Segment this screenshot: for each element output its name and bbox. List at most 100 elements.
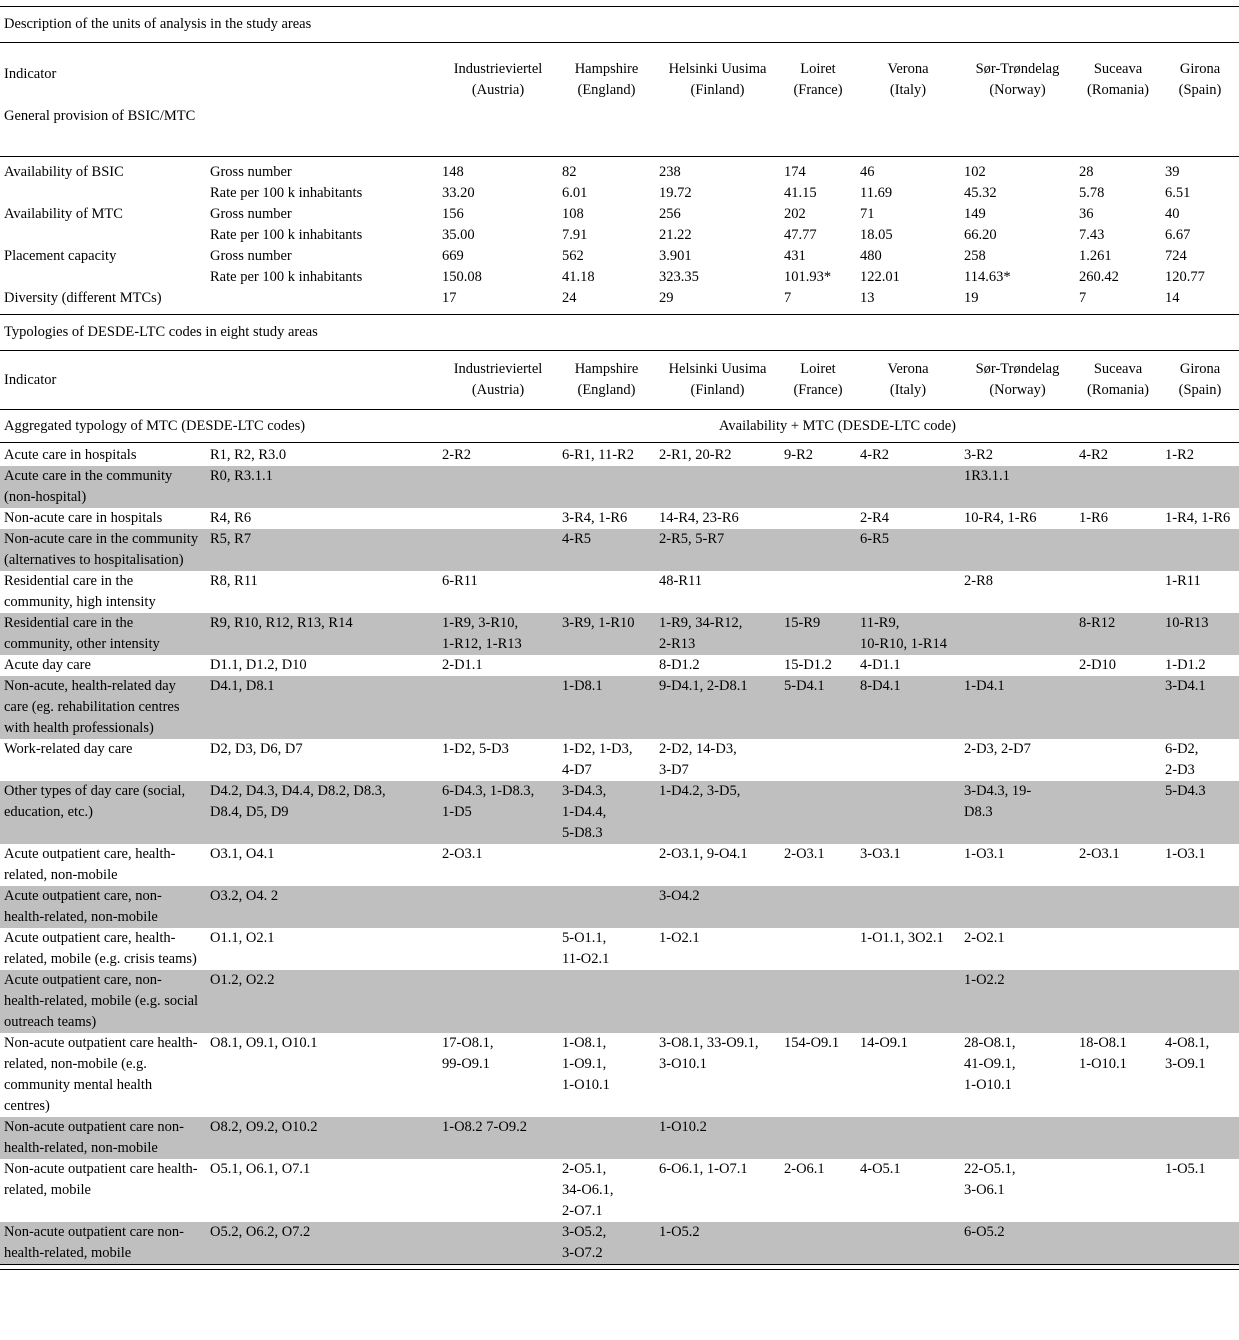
value-cell: 1-O3.1 (964, 846, 1005, 862)
value-cell (1075, 676, 1161, 739)
region-header-industrieviertel: Industrieviertel (Austria) (453, 361, 543, 398)
indicator-cell: Non-acute care in the community (alterna… (0, 529, 206, 571)
value-cell (558, 466, 655, 508)
indicator-cell: Acute outpatient care, health-related, m… (4, 930, 197, 967)
value-cell: 8-D1.2 (659, 657, 700, 673)
value-cell (780, 529, 856, 571)
codes-cell: R4, R6 (210, 510, 252, 526)
table1-header-row: Indicator General provision of BSIC/MTC … (0, 43, 1239, 157)
table2-subheader-row: Aggregated typology of MTC (DESDE-LTC co… (0, 409, 1239, 443)
value-cell (438, 466, 558, 508)
value-cell: 2-R5, 5-R7 (655, 529, 780, 571)
value-cell (1075, 1117, 1161, 1159)
value-cell: 1-D8.1 (558, 676, 655, 739)
region-header-girona: Girona (Spain) (1178, 361, 1222, 398)
value-cell (856, 886, 960, 928)
codes-cell: D1.1, D1.2, D10 (210, 657, 307, 673)
codes-cell: R0, R3.1.1 (206, 466, 438, 508)
codes-cell: R1, R2, R3.0 (210, 447, 287, 463)
value-cell (856, 1117, 960, 1159)
table2-header-row: Indicator Industrieviertel (Austria) Hamp… (0, 351, 1239, 410)
value-cell: 7 (784, 290, 792, 306)
value-cell (1161, 529, 1239, 571)
value-cell: 122.01 (860, 269, 900, 285)
value-cell: 2-D2, 14-D3, 3-D7 (659, 741, 737, 778)
codes-cell: O8.1, O9.1, O10.1 (210, 1035, 318, 1051)
value-cell: 35.00 (442, 227, 475, 243)
region-header-girona: Girona (Spain) (1178, 61, 1222, 98)
value-cell (780, 466, 856, 508)
value-cell: 431 (784, 248, 806, 264)
value-cell: 6-D2, 2-D3 (1165, 741, 1199, 778)
table-row: Non-acute outpatient care non-health-rel… (0, 1222, 1239, 1264)
value-cell: 1-D4.1 (960, 676, 1075, 739)
value-cell (780, 571, 856, 613)
value-cell: 6-O5.2 (960, 1222, 1075, 1264)
table-row: Non-acute outpatient care non-health-rel… (0, 1117, 1239, 1159)
value-cell (780, 1117, 856, 1159)
value-cell: 10-R4, 1-R6 (964, 510, 1037, 526)
value-cell: 19.72 (659, 185, 692, 201)
value-cell: 2-O3.1 (1079, 846, 1120, 862)
codes-cell: O5.2, O6.2, O7.2 (206, 1222, 438, 1264)
region-header-loiret: Loiret (France) (793, 61, 843, 98)
value-cell: 6-O6.1, 1-O7.1 (659, 1161, 748, 1177)
value-cell: 1-D4.2, 3-D5, (655, 781, 780, 844)
codes-cell: D4.2, D4.3, D4.4, D8.2, D8.3, D8.4, D5, … (206, 781, 438, 844)
value-cell: 13 (860, 290, 875, 306)
value-cell: 6.01 (562, 185, 588, 201)
indicator-cell: Acute care in the community (non-hospita… (0, 466, 206, 508)
value-cell: 4-O5.1 (860, 1161, 901, 1177)
indicator-cell: Non-acute care in hospitals (4, 510, 163, 526)
value-cell: 101.93* (784, 269, 832, 285)
typologies-table: Indicator Industrieviertel (Austria) Hamp… (0, 351, 1239, 1264)
table2-caption: Typologies of DESDE-LTC codes in eight s… (0, 314, 1239, 351)
value-cell: 2-R4 (860, 510, 889, 526)
value-cell: 48-R11 (659, 573, 702, 589)
value-cell (780, 928, 856, 970)
value-cell: 29 (659, 290, 674, 306)
value-cell: 14-O9.1 (860, 1035, 908, 1051)
indicator-cell: Non-acute outpatient care non-health-rel… (0, 1222, 206, 1264)
value-cell: 4-R2 (1079, 447, 1108, 463)
value-cell: 3-D4.3, 19- D8.3 (960, 781, 1075, 844)
codes-cell: O3.2, O4. 2 (206, 886, 438, 928)
value-cell: 2-D3, 2-D7 (964, 741, 1031, 757)
value-cell: 3-D4.1 (1161, 676, 1239, 739)
table-row: Acute care in hospitals R1, R2, R3.0 2-R2 6… (0, 443, 1239, 467)
value-cell: 9-R2 (784, 447, 813, 463)
codes-cell: O1.2, O2.2 (206, 970, 438, 1033)
section-label: General provision of BSIC/MTC (4, 108, 196, 124)
value-cell: 3-O8.1, 33-O9.1, 3-O10.1 (659, 1035, 759, 1072)
value-cell (558, 1117, 655, 1159)
indicator-cell: Acute day care (4, 657, 91, 673)
codes-cell: R8, R11 (210, 573, 258, 589)
value-cell (558, 970, 655, 1033)
value-cell: 47.77 (784, 227, 817, 243)
value-cell: 45.32 (964, 185, 997, 201)
value-cell: 22-O5.1, 3-O6.1 (964, 1161, 1016, 1198)
value-cell (856, 571, 960, 613)
value-cell (1075, 781, 1161, 844)
value-cell (438, 1222, 558, 1264)
value-cell: 1-O2.1 (659, 930, 700, 946)
value-cell: 156 (442, 206, 464, 222)
codes-cell: R5, R7 (206, 529, 438, 571)
value-cell: 1-O5.1 (1165, 1161, 1206, 1177)
value-cell: 148 (442, 164, 464, 180)
value-cell: 724 (1165, 248, 1187, 264)
value-cell: 2-O6.1 (784, 1161, 825, 1177)
value-cell: 11.69 (860, 185, 893, 201)
general-provision-table: Indicator General provision of BSIC/MTC … (0, 43, 1239, 314)
table-row: Availability of MTC Gross number 156 108 256… (0, 204, 1239, 225)
value-cell: 6-R1, 11-R2 (562, 447, 634, 463)
value-cell: 66.20 (964, 227, 997, 243)
region-header-verona: Verona (Italy) (887, 361, 929, 398)
indicator-cell: Availability of BSIC (4, 164, 124, 180)
value-cell: 1-O1.1, 3O2.1 (860, 930, 944, 946)
value-cell: 14-R4, 23-R6 (659, 510, 739, 526)
value-cell (780, 1222, 856, 1264)
availability-mtc-label: Availability + MTC (DESDE-LTC code) (438, 409, 1239, 443)
value-cell: 18.05 (860, 227, 893, 243)
value-cell: 1-R9, 3-R10, 1-R12, 1-R13 (438, 613, 558, 655)
